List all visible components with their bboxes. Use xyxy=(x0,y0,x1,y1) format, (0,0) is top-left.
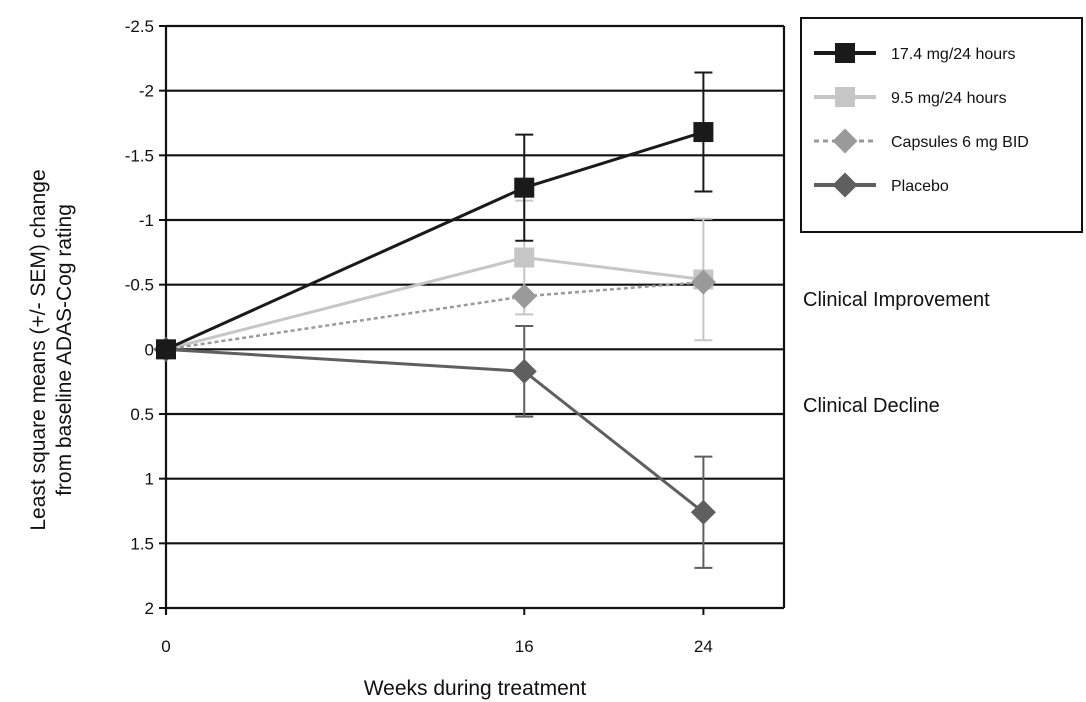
annotation-clinical-decline: Clinical Decline xyxy=(803,395,940,417)
data-point xyxy=(690,269,716,295)
series-line xyxy=(165,255,704,351)
legend-marker xyxy=(832,128,858,154)
data-point xyxy=(693,122,714,143)
legend-items: 17.4 mg/24 hours 9.5 mg/24 hours Capsules … xyxy=(814,43,1029,198)
y-tick-label: 1.5 xyxy=(130,534,154,553)
legend-marker xyxy=(832,172,858,198)
x-tick-label: 0 xyxy=(161,637,170,656)
legend-label: Capsules 6 mg BID xyxy=(891,134,1029,151)
series-line xyxy=(165,130,704,351)
series-markers xyxy=(153,122,716,525)
axes xyxy=(159,25,786,615)
y-tick-label: -2.5 xyxy=(125,17,154,36)
y-tick-label: 1 xyxy=(145,470,154,489)
data-point xyxy=(690,499,716,525)
data-point xyxy=(511,358,537,384)
x-tick-labels: 0 16 24 xyxy=(161,637,713,656)
series-line xyxy=(165,347,705,514)
legend-label: 9.5 mg/24 hours xyxy=(891,90,1007,107)
y-tick-labels: -2.5 -2 -1.5 -1 -0.5 0 0.5 1 1.5 2 xyxy=(125,17,154,618)
x-tick-label: 24 xyxy=(694,637,713,656)
legend-label: Placebo xyxy=(891,178,949,195)
y-tick-label: -2 xyxy=(139,82,154,101)
y-tick-label: -1 xyxy=(139,211,154,230)
data-point xyxy=(511,283,537,309)
x-axis-title: Weeks during treatment xyxy=(364,677,587,700)
legend-marker xyxy=(835,87,855,107)
data-point xyxy=(156,339,176,360)
y-tick-label: 0 xyxy=(145,340,154,359)
y-axis-title-line-2: from baseline ADAS-Cog rating xyxy=(53,204,76,496)
y-tick-label: -1.5 xyxy=(125,146,154,165)
y-tick-label: 2 xyxy=(145,599,154,618)
legend-marker xyxy=(835,43,855,63)
gridlines xyxy=(166,24,784,545)
data-point xyxy=(514,247,535,268)
data-point xyxy=(514,177,535,198)
annotation-clinical-improvement: Clinical Improvement xyxy=(803,289,990,311)
y-tick-label: -0.5 xyxy=(125,276,154,295)
legend-label: 17.4 mg/24 hours xyxy=(891,46,1016,63)
y-axis-title: Least square means (+/- SEM) change from… xyxy=(27,169,76,530)
y-tick-label: 0.5 xyxy=(130,405,154,424)
y-axis-title-line-1: Least square means (+/- SEM) change xyxy=(27,169,50,530)
x-tick-label: 16 xyxy=(515,637,534,656)
error-bars xyxy=(515,71,713,569)
legend: 17.4 mg/24 hours 9.5 mg/24 hours Capsules … xyxy=(800,17,1083,233)
series-line xyxy=(165,280,704,351)
series-lines xyxy=(165,130,705,514)
